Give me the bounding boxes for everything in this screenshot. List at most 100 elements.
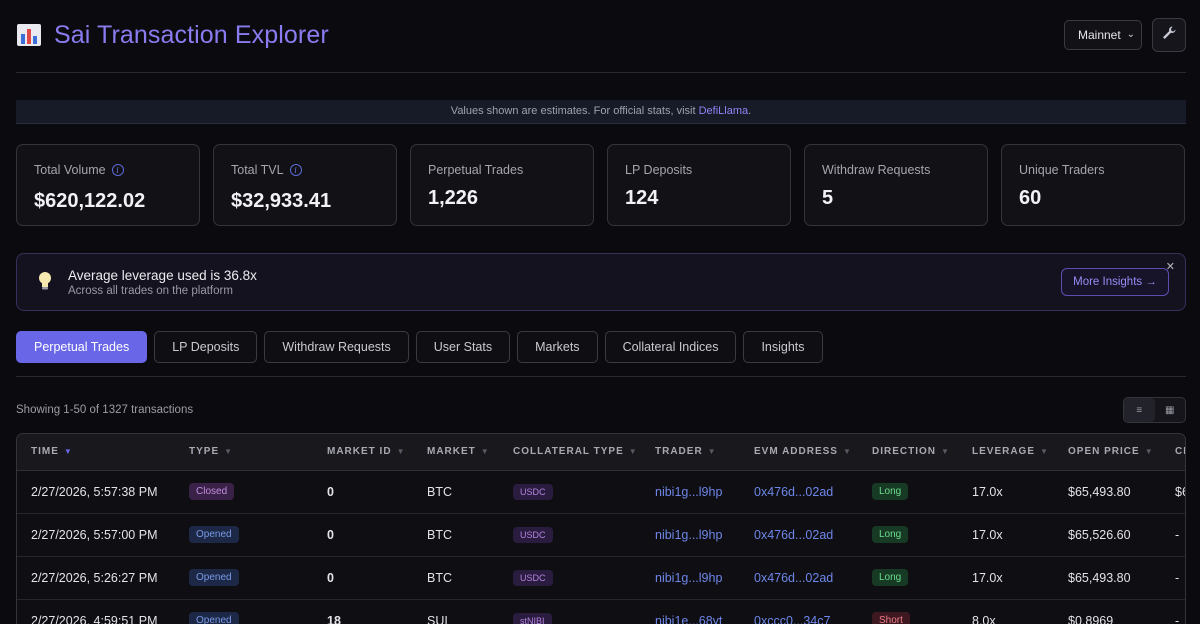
close-icon[interactable]: ✕ [1165, 261, 1175, 273]
defillama-link[interactable]: DefiLlama [698, 105, 749, 117]
sort-desc-icon: ▼ [63, 447, 73, 457]
evm-address-link[interactable]: 0x476d...02ad [740, 513, 858, 557]
info-icon[interactable]: i [111, 164, 124, 176]
cell-market-id: 0 [313, 556, 413, 600]
tab-insights[interactable]: Insights [743, 331, 823, 363]
cell-type: Closed [175, 470, 313, 514]
header-divider [16, 72, 1186, 73]
insight-title: Average leverage used is 36.8x [68, 268, 257, 283]
col-header-open-price[interactable]: Open Price ▼ [1054, 434, 1161, 471]
notice-text: Values shown are estimates. For official… [450, 105, 699, 117]
showing-count: Showing 1-50 of 1327 transactions [16, 404, 194, 416]
app-title: Sai Transaction Explorer [54, 20, 329, 49]
stat-value: 1,226 [428, 187, 479, 209]
stat-card-total-volume: Total Volume i $620,122.02 [16, 144, 200, 226]
more-insights-button[interactable]: More Insights → [1061, 268, 1169, 296]
app-header: Sai Transaction Explorer Mainnet ⌄ [16, 12, 1186, 58]
cell-close-price: - [1161, 599, 1185, 624]
sort-icon: ▼ [396, 447, 406, 457]
sort-icon: ▼ [480, 447, 490, 457]
cell-market-id: 0 [313, 513, 413, 557]
network-select-value: Mainnet [1078, 28, 1121, 42]
col-header-type[interactable]: Type ▼ [175, 434, 313, 471]
cell-type: Opened [175, 599, 313, 624]
col-header-label: Collateral Type [513, 446, 624, 458]
stats-row: Total Volume i $620,122.02 Total TVL i $32… [16, 144, 1185, 226]
col-header-trader[interactable]: Trader ▼ [641, 434, 740, 471]
sort-icon: ▼ [842, 447, 852, 457]
collateral-badge: stNIBI [513, 612, 552, 624]
col-header-label: Type [189, 446, 220, 458]
tab-user-stats[interactable]: User Stats [415, 331, 511, 363]
wrench-icon [1161, 25, 1177, 46]
stat-label: Perpetual Trades [428, 163, 524, 177]
col-header-collateral-type[interactable]: Collateral Type ▼ [499, 434, 641, 471]
trader-link[interactable]: nibi1g...l9hp [641, 470, 740, 514]
table-row[interactable]: 2/27/2026, 5:57:38 PM Closed 0 BTC USDC … [17, 470, 1185, 514]
cell-market-id: 0 [313, 470, 413, 514]
col-header-close-price[interactable]: Cl [1161, 434, 1185, 471]
col-header-direction[interactable]: Direction ▼ [858, 434, 958, 471]
cell-collateral: USDC [499, 470, 641, 514]
network-select[interactable]: Mainnet ⌄ [1064, 20, 1142, 50]
tab-collateral-indices[interactable]: Collateral Indices [604, 331, 737, 363]
evm-address-link[interactable]: 0x476d...02ad [740, 556, 858, 600]
col-header-label: Trader [655, 446, 703, 458]
cell-leverage: 8.0x [958, 599, 1054, 624]
evm-address-link[interactable]: 0x476d...02ad [740, 470, 858, 514]
cell-time: 2/27/2026, 4:59:51 PM [17, 599, 175, 624]
col-header-evm-address[interactable]: EVM Address ▼ [740, 434, 858, 471]
evm-address-link[interactable]: 0xccc0...34c7 [740, 599, 858, 624]
cell-open-price: $65,526.60 [1054, 513, 1161, 557]
tabs-divider [16, 376, 1186, 377]
col-header-label: Open Price [1068, 446, 1140, 458]
cell-market: BTC [413, 513, 499, 557]
table-row[interactable]: 2/27/2026, 5:26:27 PM Opened 0 BTC USDC … [17, 556, 1185, 600]
cell-market-id: 18 [313, 599, 413, 624]
estimate-notice: Values shown are estimates. For official… [16, 100, 1186, 124]
col-header-market[interactable]: Market ▼ [413, 434, 499, 471]
cell-time: 2/27/2026, 5:26:27 PM [17, 556, 175, 600]
col-header-market-id[interactable]: Market ID ▼ [313, 434, 413, 471]
collateral-badge: USDC [513, 569, 553, 586]
cell-open-price: $0.8969 [1054, 599, 1161, 624]
col-header-label: Direction [872, 446, 936, 458]
col-header-label: Market [427, 446, 476, 458]
direction-badge: Long [872, 526, 909, 543]
direction-badge: Short [872, 612, 910, 624]
direction-badge: Long [872, 483, 909, 500]
col-header-label: Cl [1175, 446, 1185, 458]
tools-button[interactable] [1152, 18, 1186, 52]
bar-chart-icon [16, 21, 44, 49]
trader-link[interactable]: nibi1g...l9hp [641, 513, 740, 557]
lightbulb-icon [37, 271, 53, 296]
trader-link[interactable]: nibi1e...68yt [641, 599, 740, 624]
stat-value: $32,933.41 [231, 190, 332, 212]
table-row[interactable]: 2/27/2026, 5:57:00 PM Opened 0 BTC USDC … [17, 513, 1185, 557]
table-header-row: Time ▼ Type ▼ Market ID ▼ Market ▼ Collatera… [17, 434, 1185, 471]
tab-markets[interactable]: Markets [517, 331, 598, 363]
col-header-leverage[interactable]: Leverage ▼ [958, 434, 1054, 471]
trader-link[interactable]: nibi1g...l9hp [641, 556, 740, 600]
view-toggle: ≡ ▦ [1123, 397, 1186, 423]
cell-leverage: 17.0x [958, 513, 1054, 557]
sort-icon: ▼ [628, 447, 638, 457]
list-view-icon[interactable]: ≡ [1124, 398, 1155, 422]
cell-direction: Long [858, 556, 958, 600]
cell-direction: Short [858, 599, 958, 624]
cell-time: 2/27/2026, 5:57:38 PM [17, 470, 175, 514]
col-header-time[interactable]: Time ▼ [17, 434, 175, 471]
stat-label: Unique Traders [1019, 163, 1105, 177]
cell-close-price: - [1161, 513, 1185, 557]
cell-close-price: $6 [1161, 470, 1185, 514]
cell-leverage: 17.0x [958, 470, 1054, 514]
cell-market: SUI [413, 599, 499, 624]
grid-view-icon[interactable]: ▦ [1165, 404, 1175, 416]
table-row[interactable]: 2/27/2026, 4:59:51 PM Opened 18 SUI stNI… [17, 599, 1185, 624]
tab-withdraw-requests[interactable]: Withdraw Requests [264, 331, 409, 363]
cell-collateral: stNIBI [499, 599, 641, 624]
tab-lp-deposits[interactable]: LP Deposits [154, 331, 258, 363]
info-icon[interactable]: i [289, 164, 302, 176]
chevron-down-icon: ⌄ [1126, 29, 1135, 40]
tab-perpetual-trades[interactable]: Perpetual Trades [16, 331, 148, 363]
